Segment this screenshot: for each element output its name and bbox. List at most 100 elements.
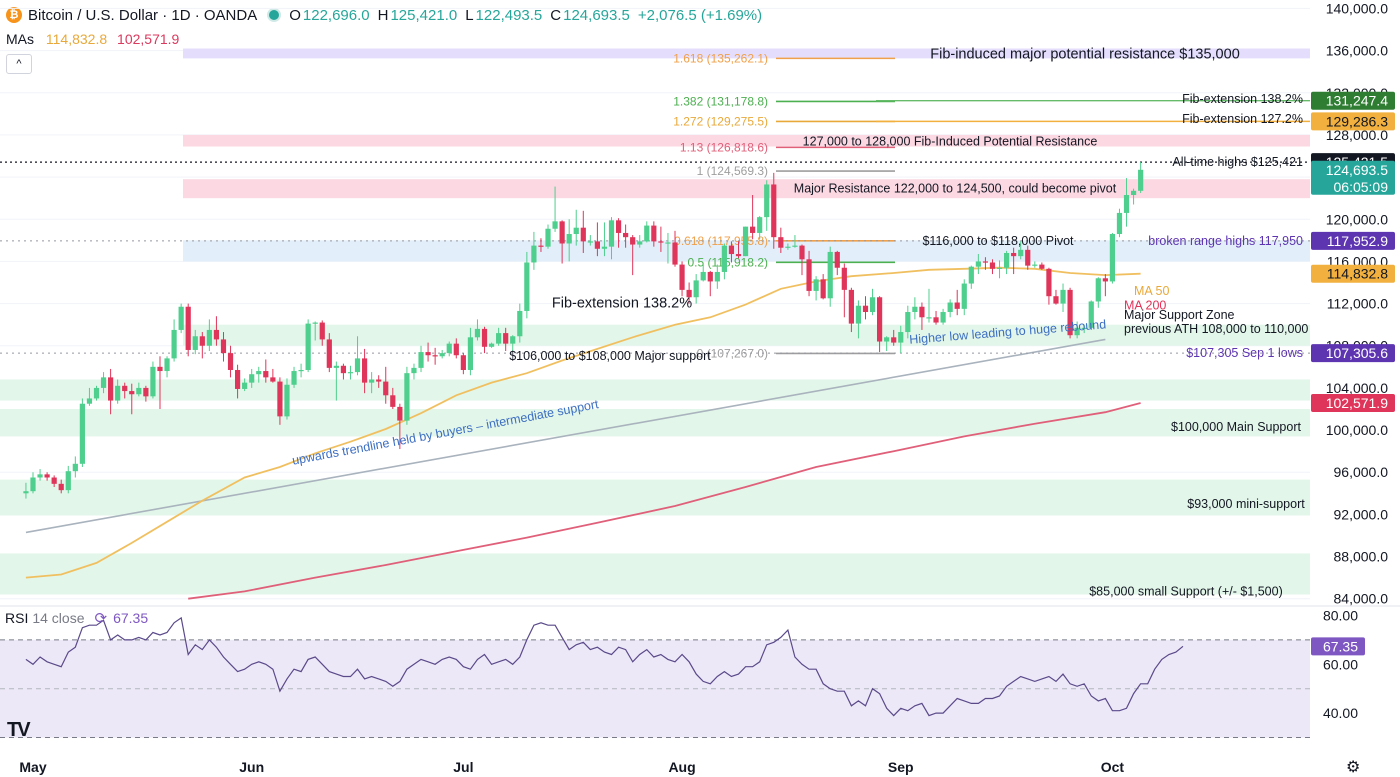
x-tick-label: Jun (239, 759, 264, 775)
candle-body (869, 297, 876, 313)
candle-body (750, 226, 756, 233)
y-tick-label: 84,000.0 (1334, 591, 1389, 607)
candle-body (354, 358, 361, 373)
price-tag-text: 129,286.3 (1326, 113, 1388, 129)
candle-body (460, 355, 466, 370)
candle-body (234, 369, 241, 389)
candle-body (679, 264, 685, 290)
candle-body (86, 398, 93, 404)
zone-rect (0, 553, 1310, 595)
candle-body (108, 377, 114, 401)
symbol-title[interactable]: Bitcoin / U.S. Dollar · 1D · OANDA (28, 6, 258, 24)
rsi-label: RSI (5, 610, 29, 626)
candle-body (333, 365, 339, 368)
fib-level-label: 0.5 (115,918.2) (687, 255, 768, 269)
mas-label: MAs (6, 31, 34, 47)
candle-body (813, 279, 819, 291)
candle-body (1053, 296, 1059, 304)
y-tick-label: 128,000.0 (1326, 127, 1388, 143)
open-label: O (289, 6, 301, 24)
candle-body (735, 254, 742, 257)
fib-level-label: 1 (124,569.3) (697, 164, 768, 178)
candle-body (171, 329, 177, 359)
ma50-legend-value: 114,832.8 (45, 31, 108, 47)
candle-body (340, 365, 347, 374)
candle-body (439, 353, 445, 357)
candle-body (517, 310, 523, 337)
price-tag-text: 117,952.9 (1327, 233, 1388, 249)
candle-body (841, 267, 847, 290)
annotation-label: Fib-extension 138.2% (552, 296, 692, 312)
annotation-label: $107,305 Sep 1 lows (1186, 346, 1303, 360)
zone-label: 127,000 to 128,000 Fib-Induced Potential… (803, 135, 1098, 149)
candle-body (404, 373, 410, 421)
refresh-icon[interactable]: ⟳ (94, 610, 108, 627)
price-tag (1311, 344, 1395, 363)
candle-body (397, 406, 403, 421)
low-label: L (465, 6, 474, 24)
candle-body (1123, 195, 1130, 213)
zone-rect (183, 324, 1310, 346)
candle-body (150, 366, 156, 397)
rsi-legend[interactable]: RSI 14 close ⟳ 67.35 (5, 609, 148, 627)
candle-body (559, 221, 565, 244)
candle-body (608, 220, 615, 247)
candle-body (1011, 252, 1017, 257)
candle-body (256, 371, 262, 375)
candle-body (411, 367, 417, 374)
price-tag-text: 102,571.9 (1326, 395, 1388, 411)
candle-body (855, 305, 862, 324)
candle-body (961, 283, 967, 309)
candle-body (799, 245, 805, 260)
candle-body (827, 251, 833, 299)
candle-body (347, 372, 354, 374)
candle-body (418, 352, 424, 368)
price-tag-text: 124,693.5 (1326, 162, 1388, 178)
candle-body (157, 366, 163, 372)
candle-body (270, 377, 276, 382)
price-tag (1311, 112, 1395, 131)
y-tick-label: 112,000.0 (1327, 296, 1388, 312)
candle-body (834, 251, 840, 268)
y-tick-label: 100,000.0 (1326, 422, 1388, 438)
candle-body (573, 227, 579, 235)
countdown-text: 06:05:09 (1334, 179, 1389, 195)
close-label: C (550, 6, 562, 24)
x-tick-label: Sep (888, 759, 914, 775)
candle-body (1095, 278, 1101, 302)
candle-body (369, 379, 375, 383)
rsi-value-tag-text: 67.35 (1323, 638, 1358, 654)
zone-label: $93,000 mini-support (1187, 497, 1305, 511)
chart-header: ₿ Bitcoin / U.S. Dollar · 1D · OANDA O 12… (0, 0, 770, 30)
gear-icon[interactable]: ⚙ (1346, 759, 1361, 776)
annotation-label: MA 50 (1134, 284, 1169, 298)
candle-body (51, 477, 57, 484)
candle-body (778, 237, 784, 248)
candle-body (1130, 190, 1137, 196)
candle-body (672, 242, 678, 265)
candle-body (926, 317, 932, 319)
candle-body (206, 329, 212, 346)
candle-body (630, 237, 636, 245)
price-tag (1311, 264, 1395, 283)
price-tag (1311, 393, 1395, 412)
bitcoin-logo-icon: ₿ (6, 7, 22, 23)
zone-label: $106,000 to $108,000 Major support (509, 349, 711, 363)
candle-body (185, 306, 191, 350)
collapse-legend-button[interactable]: ^ (6, 54, 32, 74)
candle-body (707, 271, 713, 282)
candle-body (129, 391, 135, 395)
candle-body (996, 267, 1003, 269)
candle-body (862, 305, 869, 313)
price-tag (1311, 160, 1395, 195)
candle-body (1039, 264, 1045, 269)
candle-body (220, 339, 227, 354)
tradingview-logo-icon[interactable]: TV (7, 719, 31, 741)
candle-body (65, 471, 71, 491)
candle-body (178, 306, 184, 330)
mas-legend[interactable]: MAs 114,832.8 102,571.9 (6, 31, 179, 47)
candle-body (291, 371, 297, 385)
candle-body (503, 333, 509, 344)
high-value: 125,421.0 (390, 6, 458, 24)
